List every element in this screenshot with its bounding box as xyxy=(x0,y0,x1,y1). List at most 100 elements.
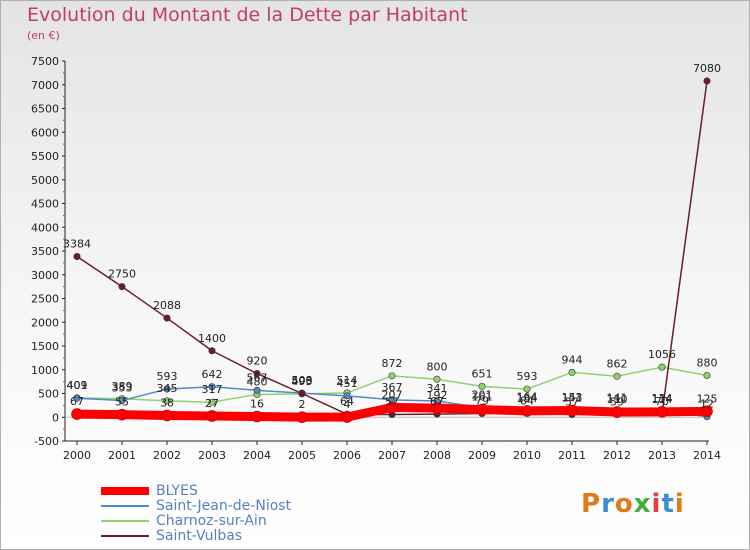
y-tick-label: 500 xyxy=(38,388,59,401)
y-tick-label: 2500 xyxy=(31,293,59,306)
data-label-charnoz-sur-ain: 593 xyxy=(517,370,538,383)
data-label-saint-jean-de-niost: 642 xyxy=(202,368,223,381)
data-label-charnoz-sur-ain: 872 xyxy=(382,357,403,370)
data-point-blyes xyxy=(431,402,443,414)
x-tick-label: 2004 xyxy=(243,449,271,462)
data-label-charnoz-sur-ain: 493 xyxy=(292,375,313,388)
data-point-saint-jean-de-niost xyxy=(118,396,126,404)
legend-label-saint-vulbas: Saint-Vulbas xyxy=(156,528,243,544)
data-label-saint-jean-de-niost: 153 xyxy=(562,391,583,404)
data-point-saint-vulbas xyxy=(703,77,711,85)
data-point-blyes xyxy=(386,401,398,414)
data-label-saint-vulbas: 920 xyxy=(247,355,268,368)
y-tick-label: 6000 xyxy=(31,126,59,139)
x-tick-label: 2001 xyxy=(108,449,136,462)
y-tick-label: 1000 xyxy=(31,364,59,377)
y-tick-label: 2000 xyxy=(31,316,59,329)
data-point-blyes xyxy=(251,410,263,423)
data-label-blyes: 125 xyxy=(697,392,718,405)
line-chart: -500050010001500200025003000350040004500… xyxy=(31,55,721,462)
data-label-saint-vulbas: 59 xyxy=(610,395,624,408)
x-tick-label: 2007 xyxy=(378,449,406,462)
legend-label-charnoz-sur-ain: Charnoz-sur-Ain xyxy=(156,513,267,529)
data-label-saint-vulbas: 2088 xyxy=(153,299,181,312)
data-label-charnoz-sur-ain: 944 xyxy=(562,353,583,366)
data-point-saint-jean-de-niost xyxy=(163,385,171,393)
data-point-saint-jean-de-niost xyxy=(343,392,351,400)
data-label-saint-vulbas: 79 xyxy=(475,394,489,407)
data-label-blyes: 55 xyxy=(115,396,129,409)
x-tick-label: 2006 xyxy=(333,449,361,462)
x-tick-label: 2002 xyxy=(153,449,181,462)
x-tick-label: 2013 xyxy=(648,449,676,462)
data-label-blyes: 114 xyxy=(652,393,673,406)
y-tick-label: 4500 xyxy=(31,198,59,211)
data-label-saint-jean-de-niost: 12 xyxy=(700,398,714,411)
data-point-blyes xyxy=(656,406,668,418)
data-label-charnoz-sur-ain: 345 xyxy=(157,382,178,395)
data-point-blyes xyxy=(116,408,128,421)
legend-swatch-blyes xyxy=(101,487,149,495)
data-label-saint-vulbas: 57 xyxy=(385,396,399,409)
y-tick-label: 0 xyxy=(52,411,59,424)
data-point-saint-jean-de-niost xyxy=(73,394,81,402)
x-tick-label: 2008 xyxy=(423,449,451,462)
legend-swatch-saint-jean-de-niost xyxy=(101,505,149,507)
data-point-charnoz-sur-ain xyxy=(703,371,711,379)
data-label-saint-jean-de-niost: 134 xyxy=(652,392,673,405)
data-label-saint-jean-de-niost: 201 xyxy=(472,389,493,402)
data-point-charnoz-sur-ain xyxy=(658,363,666,371)
data-point-blyes xyxy=(611,406,623,418)
series-lines xyxy=(71,77,713,423)
data-point-charnoz-sur-ain xyxy=(613,372,621,380)
y-tick-label: 7500 xyxy=(31,55,59,68)
x-tick-label: 2010 xyxy=(513,449,541,462)
data-label-saint-vulbas: 500 xyxy=(292,375,313,388)
legend-label-saint-jean-de-niost: Saint-Jean-de-Niost xyxy=(156,498,292,514)
data-point-saint-vulbas xyxy=(118,283,126,291)
data-label-charnoz-sur-ain: 317 xyxy=(202,383,223,396)
data-label-saint-jean-de-niost: 353 xyxy=(112,381,133,394)
x-tick-label: 2005 xyxy=(288,449,316,462)
data-point-charnoz-sur-ain xyxy=(523,385,531,393)
data-label-blyes: 4 xyxy=(344,398,351,411)
data-point-blyes xyxy=(161,409,173,422)
legend-swatch-saint-vulbas xyxy=(101,535,149,537)
x-tick-label: 2012 xyxy=(603,449,631,462)
data-label-saint-vulbas: 57 xyxy=(565,396,579,409)
data-point-blyes xyxy=(566,404,578,417)
data-label-blyes: 207 xyxy=(382,388,403,401)
x-tick-label: 2003 xyxy=(198,449,226,462)
data-point-charnoz-sur-ain xyxy=(208,398,216,406)
data-point-blyes xyxy=(521,405,533,417)
chart-title: Evolution du Montant de la Dette par Hab… xyxy=(27,4,468,26)
data-label-saint-jean-de-niost: 451 xyxy=(337,377,358,390)
data-point-blyes xyxy=(701,405,713,418)
y-tick-label: 4000 xyxy=(31,221,59,234)
data-label-charnoz-sur-ain: 389 xyxy=(112,380,133,393)
data-point-blyes xyxy=(206,410,218,422)
data-label-charnoz-sur-ain: 651 xyxy=(472,367,493,380)
data-label-charnoz-sur-ain: 514 xyxy=(337,374,358,387)
data-label-blyes: 16 xyxy=(250,397,264,410)
data-label-saint-vulbas: 84 xyxy=(520,394,534,407)
data-label-charnoz-sur-ain: 862 xyxy=(607,357,628,370)
x-tick-label: 2014 xyxy=(693,449,721,462)
proxiti-logo: Proxiti xyxy=(581,489,685,519)
y-tick-label: 6500 xyxy=(31,103,59,116)
data-label-saint-jean-de-niost: 593 xyxy=(157,370,178,383)
data-point-blyes xyxy=(341,411,353,423)
y-tick-label: -500 xyxy=(34,435,59,448)
x-tick-label: 2000 xyxy=(63,449,91,462)
data-label-saint-vulbas: 3384 xyxy=(63,238,91,251)
x-tick-label: 2009 xyxy=(468,449,496,462)
data-point-saint-vulbas xyxy=(73,253,81,261)
data-label-charnoz-sur-ain: 800 xyxy=(427,360,448,373)
y-tick-label: 5500 xyxy=(31,150,59,163)
y-tick-label: 1500 xyxy=(31,340,59,353)
data-label-charnoz-sur-ain: 409 xyxy=(67,379,88,392)
data-point-blyes xyxy=(476,403,488,416)
y-tick-label: 3500 xyxy=(31,245,59,258)
